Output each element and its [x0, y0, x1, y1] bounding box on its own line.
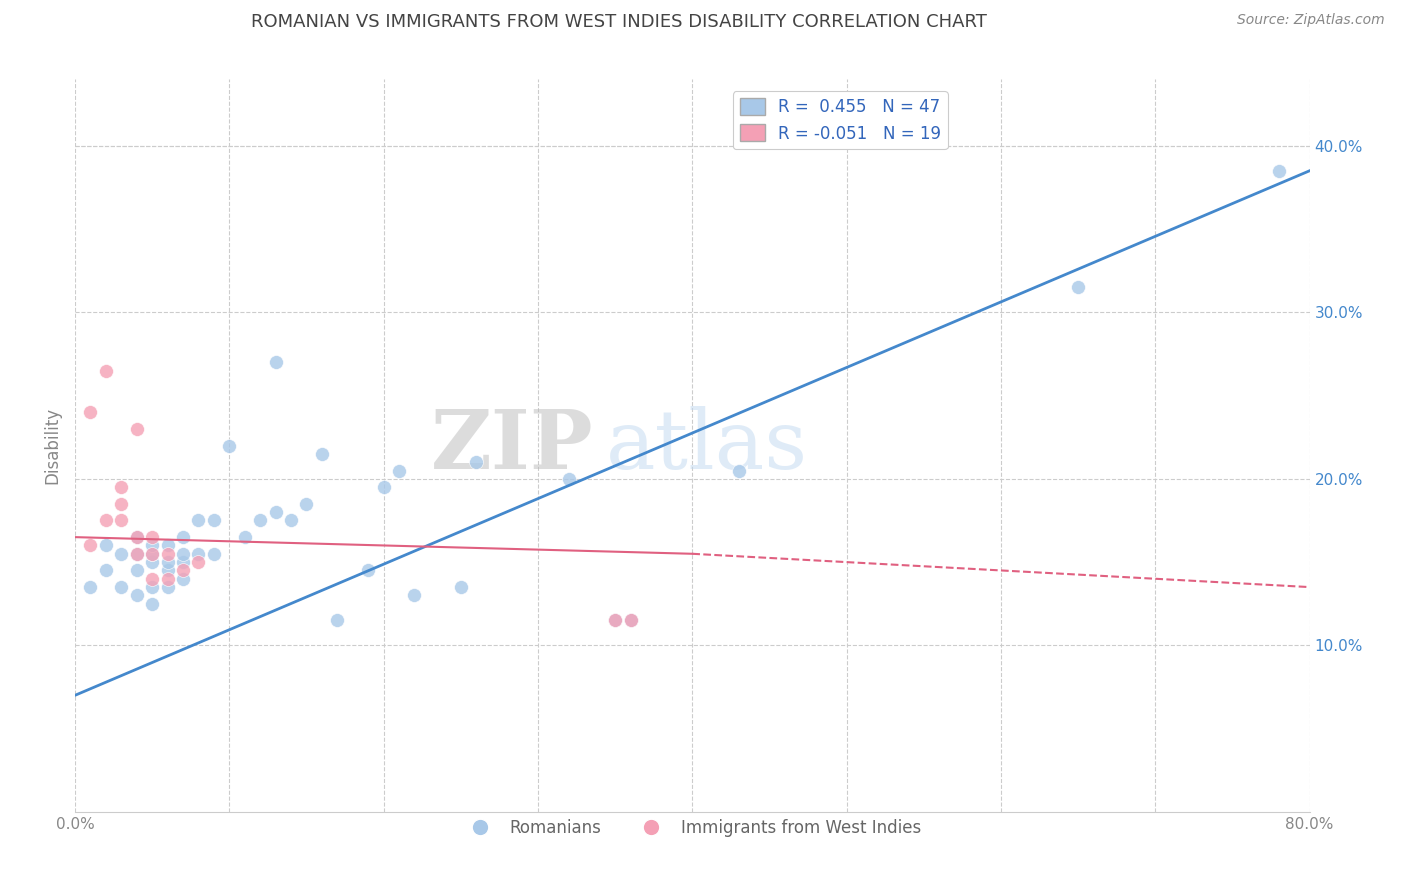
Point	[79, 405, 101, 419]
Point	[1067, 280, 1090, 294]
Point	[110, 513, 132, 527]
Point	[125, 530, 148, 544]
Point	[141, 547, 163, 561]
Point	[172, 530, 194, 544]
Point	[465, 455, 488, 469]
Point	[249, 513, 271, 527]
Point	[125, 422, 148, 436]
Point	[373, 480, 395, 494]
Point	[156, 547, 179, 561]
Point	[141, 572, 163, 586]
Point	[156, 572, 179, 586]
Point	[727, 463, 749, 477]
Point	[110, 580, 132, 594]
Point	[156, 555, 179, 569]
Point	[233, 530, 256, 544]
Point	[619, 614, 641, 628]
Point	[404, 589, 426, 603]
Point	[141, 538, 163, 552]
Point	[202, 513, 225, 527]
Point	[218, 438, 240, 452]
Point	[94, 538, 117, 552]
Point	[187, 555, 209, 569]
Point	[79, 538, 101, 552]
Point	[388, 463, 411, 477]
Point	[141, 530, 163, 544]
Point	[619, 614, 641, 628]
Point	[141, 555, 163, 569]
Point	[110, 480, 132, 494]
Point	[187, 547, 209, 561]
Point	[172, 563, 194, 577]
Point	[264, 505, 287, 519]
Point	[141, 580, 163, 594]
Point	[156, 538, 179, 552]
Point	[187, 513, 209, 527]
Point	[110, 497, 132, 511]
Point	[326, 614, 349, 628]
Point	[603, 614, 626, 628]
Point	[125, 547, 148, 561]
Y-axis label: Disability: Disability	[44, 407, 60, 484]
Point	[156, 580, 179, 594]
Point	[94, 513, 117, 527]
Legend: Romanians, Immigrants from West Indies: Romanians, Immigrants from West Indies	[456, 813, 928, 844]
Point	[295, 497, 318, 511]
Point	[264, 355, 287, 369]
Point	[280, 513, 302, 527]
Point	[125, 530, 148, 544]
Point	[172, 555, 194, 569]
Point	[1267, 163, 1289, 178]
Point	[357, 563, 380, 577]
Point	[141, 547, 163, 561]
Text: atlas: atlas	[606, 406, 808, 485]
Point	[156, 563, 179, 577]
Point	[125, 563, 148, 577]
Point	[94, 363, 117, 377]
Text: Source: ZipAtlas.com: Source: ZipAtlas.com	[1237, 13, 1385, 28]
Point	[125, 589, 148, 603]
Point	[603, 614, 626, 628]
Point	[558, 472, 581, 486]
Text: ROMANIAN VS IMMIGRANTS FROM WEST INDIES DISABILITY CORRELATION CHART: ROMANIAN VS IMMIGRANTS FROM WEST INDIES …	[250, 13, 987, 31]
Point	[172, 572, 194, 586]
Point	[79, 580, 101, 594]
Point	[311, 447, 333, 461]
Point	[141, 597, 163, 611]
Point	[172, 547, 194, 561]
Point	[202, 547, 225, 561]
Point	[450, 580, 472, 594]
Point	[125, 547, 148, 561]
Text: ZIP: ZIP	[430, 406, 593, 485]
Point	[110, 547, 132, 561]
Point	[94, 563, 117, 577]
